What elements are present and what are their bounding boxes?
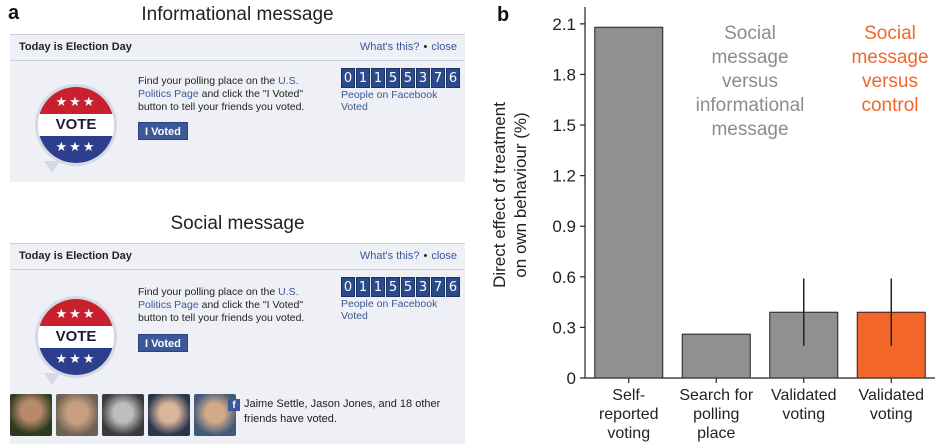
panel-b-letter: b: [497, 4, 509, 26]
x-tick-label: place: [697, 425, 735, 442]
close-link[interactable]: close: [431, 41, 457, 53]
y-tick-label: 0.9: [552, 217, 576, 236]
counter-digit: 3: [416, 277, 430, 297]
friend-photo[interactable]: [148, 394, 190, 436]
whats-this-link[interactable]: What's this?: [359, 250, 420, 262]
politics-page-link[interactable]: U.S. Politics Page: [138, 286, 299, 311]
legend-orange-label: Social: [864, 23, 916, 44]
legend-gray-label: message: [711, 47, 788, 68]
i-voted-button[interactable]: I Voted: [138, 122, 188, 140]
counter-digit: 5: [386, 68, 400, 88]
y-tick-label: 2.1: [552, 15, 576, 34]
friend-photo[interactable]: [10, 394, 52, 436]
legend-orange-label: versus: [862, 71, 918, 92]
counter-digit: 5: [401, 277, 415, 297]
counter-digit: 6: [446, 68, 460, 88]
informational-header: Today is Election Day What's this? • close: [10, 35, 465, 61]
counter-digit: 0: [341, 277, 355, 297]
y-tick-label: 0.6: [552, 268, 576, 287]
counter-digit: 6: [446, 277, 460, 297]
bar: [856, 311, 926, 379]
x-tick-label: Validated: [771, 387, 837, 404]
friend-photo[interactable]: [56, 394, 98, 436]
counter-caption: People on Facebook Voted: [341, 298, 438, 322]
polling-place-text: Find your polling place on the U.S. Poli…: [138, 286, 328, 325]
close-link[interactable]: close: [431, 250, 457, 262]
y-tick-label: 1.5: [552, 116, 576, 135]
counter-digit: 5: [386, 277, 400, 297]
badge-stars-top: ★★★: [38, 87, 114, 114]
y-tick-label: 1.2: [552, 167, 576, 186]
i-voted-button[interactable]: I Voted: [138, 334, 188, 352]
badge-stars-bottom: ★★★: [38, 348, 114, 375]
bar: [769, 311, 839, 379]
election-day-label: Today is Election Day: [19, 41, 132, 53]
legend-gray-label: versus: [722, 71, 778, 92]
counter-digit: 7: [431, 68, 445, 88]
x-tick-label: voting: [870, 406, 913, 423]
badge-stars-top: ★★★: [38, 299, 114, 326]
friend-photos: [10, 394, 236, 436]
counter-digit: 5: [401, 68, 415, 88]
x-tick-label: voting: [607, 425, 650, 442]
counter-digit: 1: [371, 68, 385, 88]
text-pre: Find your polling place on the: [138, 286, 279, 298]
y-axis-label: on own behaviour (%): [511, 112, 530, 277]
counter-digit: 0: [341, 68, 355, 88]
informational-message-title: Informational message: [141, 4, 334, 25]
legend-gray-label: informational: [696, 95, 805, 116]
counter-digit: 7: [431, 277, 445, 297]
legend-orange-label: message: [851, 47, 928, 68]
x-tick-label: polling: [693, 406, 739, 423]
election-day-label: Today is Election Day: [19, 250, 132, 262]
x-tick-label: reported: [599, 406, 659, 423]
header-links: What's this? • close: [360, 41, 457, 53]
badge-stars-bottom: ★★★: [38, 136, 114, 163]
bar: [594, 26, 664, 379]
y-tick-label: 0.3: [552, 318, 576, 337]
separator-dot: •: [423, 250, 428, 262]
counter-digit: 3: [416, 68, 430, 88]
text-pre: Find your polling place on the: [138, 75, 279, 87]
badge-vote-label: VOTE: [38, 114, 114, 136]
badge-vote-label: VOTE: [38, 326, 114, 348]
counter-digit: 1: [371, 277, 385, 297]
vote-badge-icon: ★★★ VOTE ★★★: [38, 299, 114, 375]
x-tick-label: Self-: [612, 387, 645, 404]
legend-gray-label: message: [711, 119, 788, 140]
x-tick-label: voting: [782, 406, 825, 423]
facebook-icon: f: [228, 399, 240, 411]
polling-place-text: Find your polling place on the U.S. Poli…: [138, 75, 328, 114]
y-tick-label: 0: [567, 369, 576, 388]
vote-badge-icon: ★★★ VOTE ★★★: [38, 87, 114, 163]
text-post: and click the "I Voted" button to tell y…: [138, 88, 305, 113]
separator-dot: •: [423, 41, 428, 53]
politics-page-link[interactable]: U.S. Politics Page: [138, 75, 299, 100]
header-links: What's this? • close: [360, 250, 457, 262]
informational-message-box: Today is Election Day What's this? • close…: [10, 34, 465, 182]
bar: [681, 333, 751, 379]
friends-voted-text: Jaime Settle, Jason Jones, and 18 other …: [244, 398, 441, 425]
y-tick-label: 1.8: [552, 65, 576, 84]
friend-photo[interactable]: [102, 394, 144, 436]
social-message-title: Social message: [170, 213, 305, 234]
legend-orange-label: control: [861, 95, 918, 116]
vote-badge-tail: [44, 373, 60, 385]
whats-this-link[interactable]: What's this?: [359, 41, 420, 53]
legend-gray-label: Social: [724, 23, 776, 44]
counter-caption: People on Facebook Voted: [341, 89, 438, 113]
counter-digit: 1: [356, 68, 370, 88]
x-tick-label: Validated: [858, 387, 924, 404]
social-header: Today is Election Day What's this? • close: [10, 244, 465, 270]
vote-badge-tail: [44, 161, 60, 173]
panel-a-letter: a: [8, 2, 20, 24]
text-post: and click the "I Voted" button to tell y…: [138, 299, 305, 324]
x-tick-label: Search for: [679, 387, 753, 404]
counter-digit: 1: [356, 277, 370, 297]
y-axis-label: Direct effect of treatment: [490, 102, 509, 288]
